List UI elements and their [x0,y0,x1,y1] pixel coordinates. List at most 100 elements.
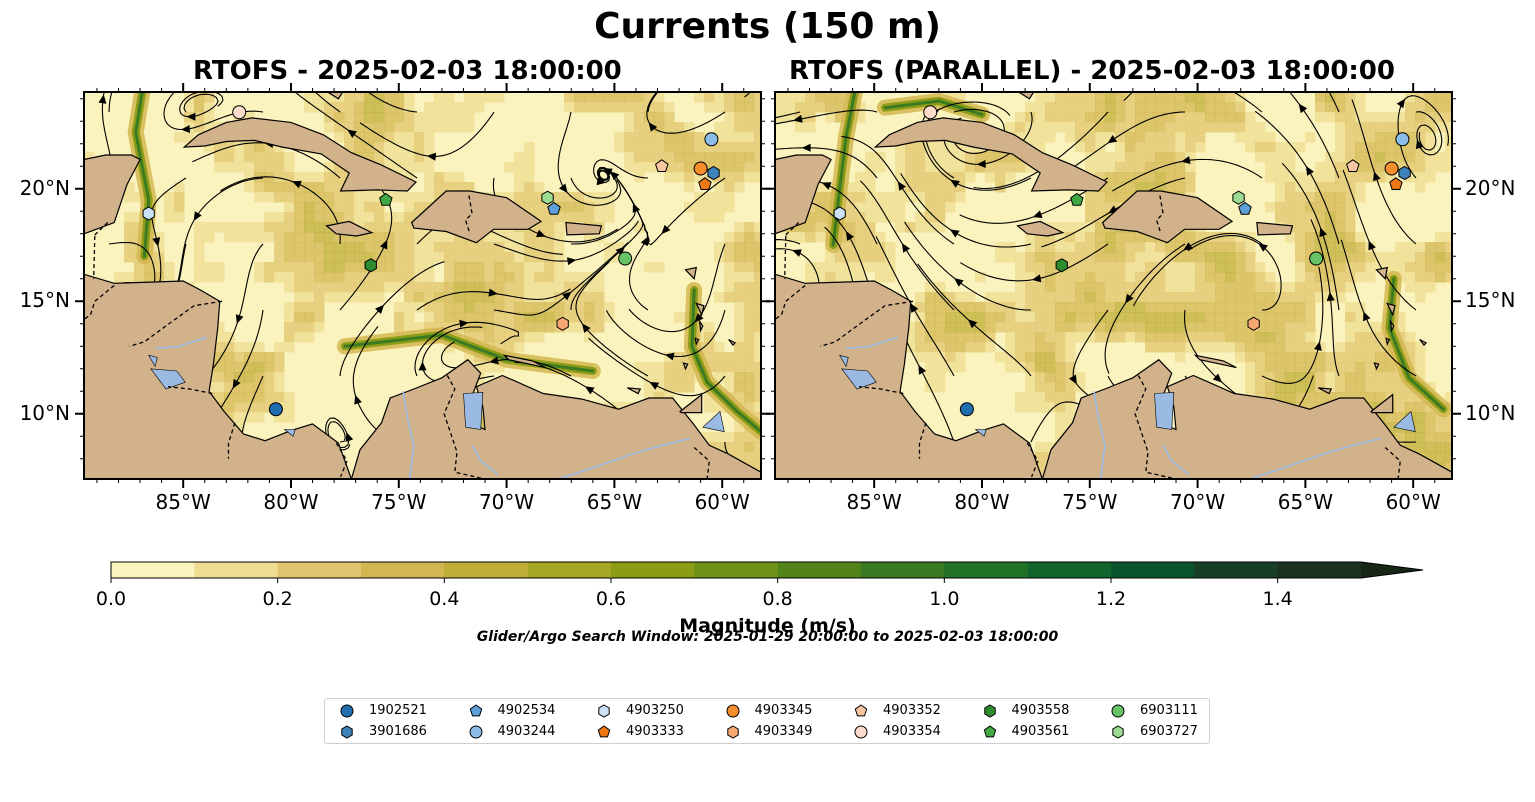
land-pr [1256,221,1294,236]
legend-label: 4903354 [883,724,941,739]
float-4903352 [655,159,669,172]
legend-marker-circle [726,704,739,718]
legend-marker [340,704,354,718]
land-hisp [1101,190,1234,244]
map-frame [774,91,1453,480]
land-andros [1017,92,1035,100]
river [1162,444,1190,476]
land-trin [679,393,703,414]
legend-marker [854,725,868,739]
float-3901686 [707,165,720,181]
lake [150,368,186,390]
legend-label: 6903111 [1140,703,1198,718]
float-1902521 [959,402,974,417]
float-4903333 [698,177,712,190]
country-border [859,386,904,395]
legend-marker-pentagon [597,725,611,738]
river [402,391,415,479]
float-4903345 [693,161,708,176]
colorbar-bin [527,562,612,578]
float-4903352 [1346,159,1360,172]
figure-title: Currents (150 m) [594,6,941,47]
legend-marker [983,704,996,718]
lake [974,429,987,437]
legend-marker-circle [340,704,354,718]
country-border [443,375,486,479]
lat-tick-label-right: 10°N [1465,400,1516,425]
colorbar-outline [110,561,1424,579]
lon-tick-label: 70°W [478,490,535,514]
country-border [784,222,800,237]
lat-tick-label-left: 10°N [19,400,70,425]
float-4902534 [1238,201,1252,215]
land-abc [502,354,546,369]
legend-marker-hexagon [726,725,739,739]
legend-label: 4903244 [497,724,556,739]
land-trin [1370,393,1394,414]
legend-label: 4902534 [497,703,556,718]
float-4903349 [1247,316,1260,331]
river [155,336,208,350]
land-cuba [873,117,1109,192]
land-masses [84,92,761,479]
land-yuc [84,154,141,235]
land-southam [1041,358,1452,479]
float-markers [833,105,1411,417]
legend-marker-pentagon [469,704,482,717]
colorbar-bin [944,562,1029,578]
country-border [93,222,109,237]
land-cuba [182,117,418,192]
river [471,444,499,476]
legend-label: 4903349 [754,724,813,739]
land-stvinc [1385,337,1391,346]
float-6903727 [1232,190,1245,205]
float-4903558 [1055,258,1068,273]
colorbar-tick-label: 1.2 [1095,588,1127,610]
colorbar-tick-label: 0.4 [429,588,460,610]
colorbar-bin [194,562,279,578]
colorbar-tick-label: 1.4 [1262,588,1293,610]
float-4903250 [833,206,846,221]
float-3901686 [1398,165,1411,181]
float-4903561 [379,192,393,206]
float-4903561 [1070,192,1084,206]
colorbar-tick-label: 1.0 [929,588,960,610]
lon-tick-label: 85°W [846,490,902,514]
search-window-text: Glider/Argo Search Window: 2025-01-29 20… [476,629,1059,645]
float-4903354 [232,105,247,120]
legend-label: 3901686 [369,724,427,739]
legend-label: 1902521 [369,703,427,718]
float-4903244 [1395,132,1410,147]
colorbar-bin [1027,562,1112,578]
land-jam [1016,220,1065,237]
colorbar-bin [694,562,779,578]
colorbar-bin [277,562,362,578]
land-yuc [775,154,832,235]
lon-tick-label: 65°W [586,490,642,514]
float-6903727 [541,190,554,205]
country-border [820,300,914,347]
legend-marker-circle [1111,704,1125,718]
land-stlucia [698,319,704,333]
legend-marker-pentagon [854,704,868,717]
map-frame [83,91,762,480]
colorbar-label: Magnitude (m/s) [679,615,856,637]
legend-marker [597,725,611,738]
land-masses [775,92,1452,479]
land-barb [728,338,737,347]
land-grenada [682,362,689,371]
country-border [84,284,115,320]
map-panel-rtofs [75,83,770,488]
map-ticks [766,83,1461,488]
legend: 1902521 3901686 4902534 4903244 4903250 49033… [324,698,1210,744]
legend-marker [469,704,482,717]
legend-marker [983,725,996,738]
land-guad [1375,266,1389,281]
land-jam [325,220,374,237]
float-4903333 [1389,177,1403,190]
map-panel-rtofs-parallel [766,83,1461,488]
land-pr [565,221,603,236]
legend-marker-circle [854,725,868,739]
lake [1393,410,1416,433]
land-southam [350,358,761,479]
